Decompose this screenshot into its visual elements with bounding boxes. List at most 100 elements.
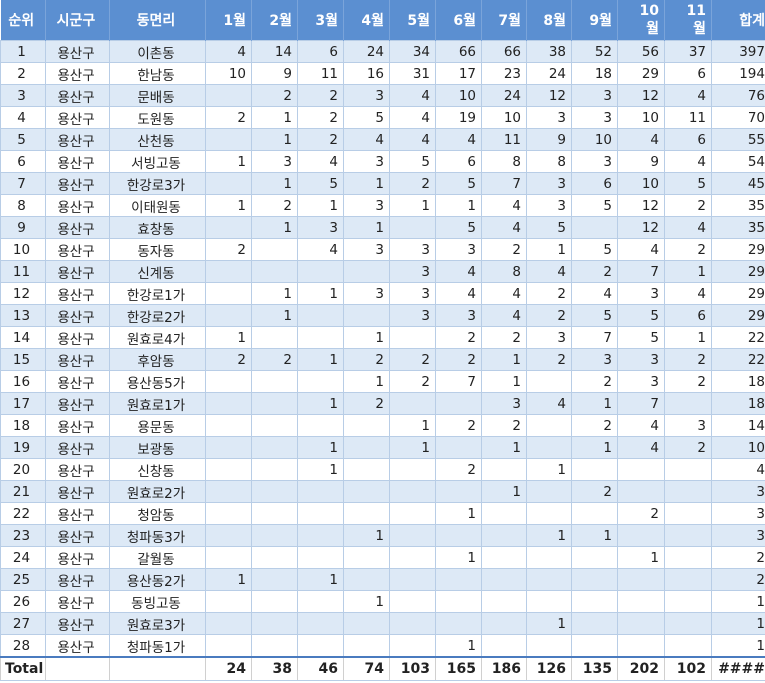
month-7-cell[interactable]: 8 (481, 260, 527, 283)
month-5-cell[interactable]: 3 (389, 304, 436, 327)
month-8-cell[interactable]: 3 (526, 172, 572, 195)
month-2-cell[interactable]: 1 (251, 128, 298, 151)
row-total-cell[interactable]: 29 (711, 260, 765, 283)
month-11-cell[interactable]: 37 (664, 40, 712, 63)
row-total-cell[interactable]: 76 (711, 84, 765, 107)
month-1-cell[interactable] (205, 634, 252, 658)
month-10-cell[interactable]: 29 (617, 62, 665, 85)
month-2-cell[interactable] (251, 502, 298, 525)
month-1-cell[interactable] (205, 590, 252, 613)
month-8-cell[interactable] (526, 436, 572, 459)
city-cell[interactable]: 용산구 (45, 502, 110, 525)
town-cell[interactable]: 용산동5가 (109, 370, 206, 393)
month-6-cell[interactable]: 4 (435, 260, 482, 283)
month-2-cell[interactable] (251, 260, 298, 283)
month-7-cell[interactable] (481, 458, 527, 481)
town-cell[interactable]: 원효로1가 (109, 392, 206, 415)
row-total-cell[interactable]: 2 (711, 546, 765, 569)
town-cell[interactable]: 후암동 (109, 348, 206, 371)
month-11-cell[interactable] (664, 612, 712, 635)
month-4-cell[interactable] (343, 634, 390, 658)
month-1-cell[interactable] (205, 282, 252, 305)
month-8-cell[interactable]: 4 (526, 260, 572, 283)
month-6-cell[interactable]: 1 (435, 502, 482, 525)
month-2-cell[interactable]: 2 (251, 348, 298, 371)
row-total-cell[interactable]: 10 (711, 436, 765, 459)
month-3-cell[interactable]: 11 (297, 62, 344, 85)
month-2-cell[interactable] (251, 612, 298, 635)
row-total-cell[interactable]: 22 (711, 348, 765, 371)
city-cell[interactable]: 용산구 (45, 150, 110, 173)
month-2-cell[interactable] (251, 524, 298, 547)
totals-month-10[interactable]: 202 (617, 656, 665, 681)
month-2-cell[interactable] (251, 546, 298, 569)
month-8-cell[interactable]: 2 (526, 282, 572, 305)
month-8-cell[interactable]: 38 (526, 40, 572, 63)
month-10-cell[interactable]: 5 (617, 326, 665, 349)
month-4-cell[interactable] (343, 458, 390, 481)
month-11-cell[interactable]: 1 (664, 326, 712, 349)
town-cell[interactable]: 청암동 (109, 502, 206, 525)
month-9-cell[interactable]: 5 (571, 194, 618, 217)
month-7-cell[interactable]: 10 (481, 106, 527, 129)
month-3-cell[interactable]: 1 (297, 436, 344, 459)
town-cell[interactable]: 용문동 (109, 414, 206, 437)
town-cell[interactable]: 원효로3가 (109, 612, 206, 635)
month-3-cell[interactable] (297, 414, 344, 437)
month-3-cell[interactable] (297, 326, 344, 349)
header-city[interactable]: 시군구 (45, 0, 110, 41)
month-8-cell[interactable] (526, 480, 572, 503)
town-cell[interactable]: 한강로3가 (109, 172, 206, 195)
rank-cell[interactable]: 5 (0, 128, 46, 151)
month-11-cell[interactable]: 5 (664, 172, 712, 195)
month-10-cell[interactable] (617, 524, 665, 547)
month-8-cell[interactable]: 8 (526, 150, 572, 173)
row-total-cell[interactable]: 3 (711, 480, 765, 503)
month-1-cell[interactable] (205, 458, 252, 481)
month-4-cell[interactable] (343, 480, 390, 503)
month-10-cell[interactable] (617, 568, 665, 591)
month-3-cell[interactable]: 2 (297, 84, 344, 107)
month-11-cell[interactable]: 2 (664, 194, 712, 217)
city-cell[interactable]: 용산구 (45, 612, 110, 635)
month-5-cell[interactable]: 2 (389, 172, 436, 195)
month-3-cell[interactable] (297, 260, 344, 283)
month-10-cell[interactable]: 12 (617, 84, 665, 107)
month-1-cell[interactable]: 10 (205, 62, 252, 85)
month-3-cell[interactable] (297, 524, 344, 547)
month-7-cell[interactable]: 2 (481, 326, 527, 349)
town-cell[interactable]: 서빙고동 (109, 150, 206, 173)
month-11-cell[interactable]: 2 (664, 370, 712, 393)
month-5-cell[interactable] (389, 612, 436, 635)
header-rank[interactable]: 순위 (0, 0, 46, 41)
month-1-cell[interactable]: 1 (205, 326, 252, 349)
month-10-cell[interactable] (617, 612, 665, 635)
month-9-cell[interactable]: 1 (571, 436, 618, 459)
city-cell[interactable]: 용산구 (45, 172, 110, 195)
month-4-cell[interactable]: 2 (343, 392, 390, 415)
month-1-cell[interactable]: 2 (205, 238, 252, 261)
city-cell[interactable]: 용산구 (45, 238, 110, 261)
month-5-cell[interactable]: 1 (389, 436, 436, 459)
month-1-cell[interactable] (205, 216, 252, 239)
month-9-cell[interactable]: 5 (571, 238, 618, 261)
month-10-cell[interactable] (617, 634, 665, 658)
town-cell[interactable]: 신계동 (109, 260, 206, 283)
month-5-cell[interactable]: 4 (389, 84, 436, 107)
totals-month-6[interactable]: 165 (435, 656, 482, 681)
month-11-cell[interactable] (664, 480, 712, 503)
row-total-cell[interactable]: 397 (711, 40, 765, 63)
month-2-cell[interactable]: 1 (251, 106, 298, 129)
month-4-cell[interactable]: 1 (343, 524, 390, 547)
month-10-cell[interactable]: 5 (617, 304, 665, 327)
month-3-cell[interactable] (297, 546, 344, 569)
month-5-cell[interactable] (389, 502, 436, 525)
city-cell[interactable]: 용산구 (45, 414, 110, 437)
month-7-cell[interactable] (481, 590, 527, 613)
month-10-cell[interactable]: 12 (617, 194, 665, 217)
month-2-cell[interactable]: 1 (251, 282, 298, 305)
city-cell[interactable]: 용산구 (45, 128, 110, 151)
month-9-cell[interactable] (571, 612, 618, 635)
month-6-cell[interactable] (435, 436, 482, 459)
month-1-cell[interactable] (205, 612, 252, 635)
